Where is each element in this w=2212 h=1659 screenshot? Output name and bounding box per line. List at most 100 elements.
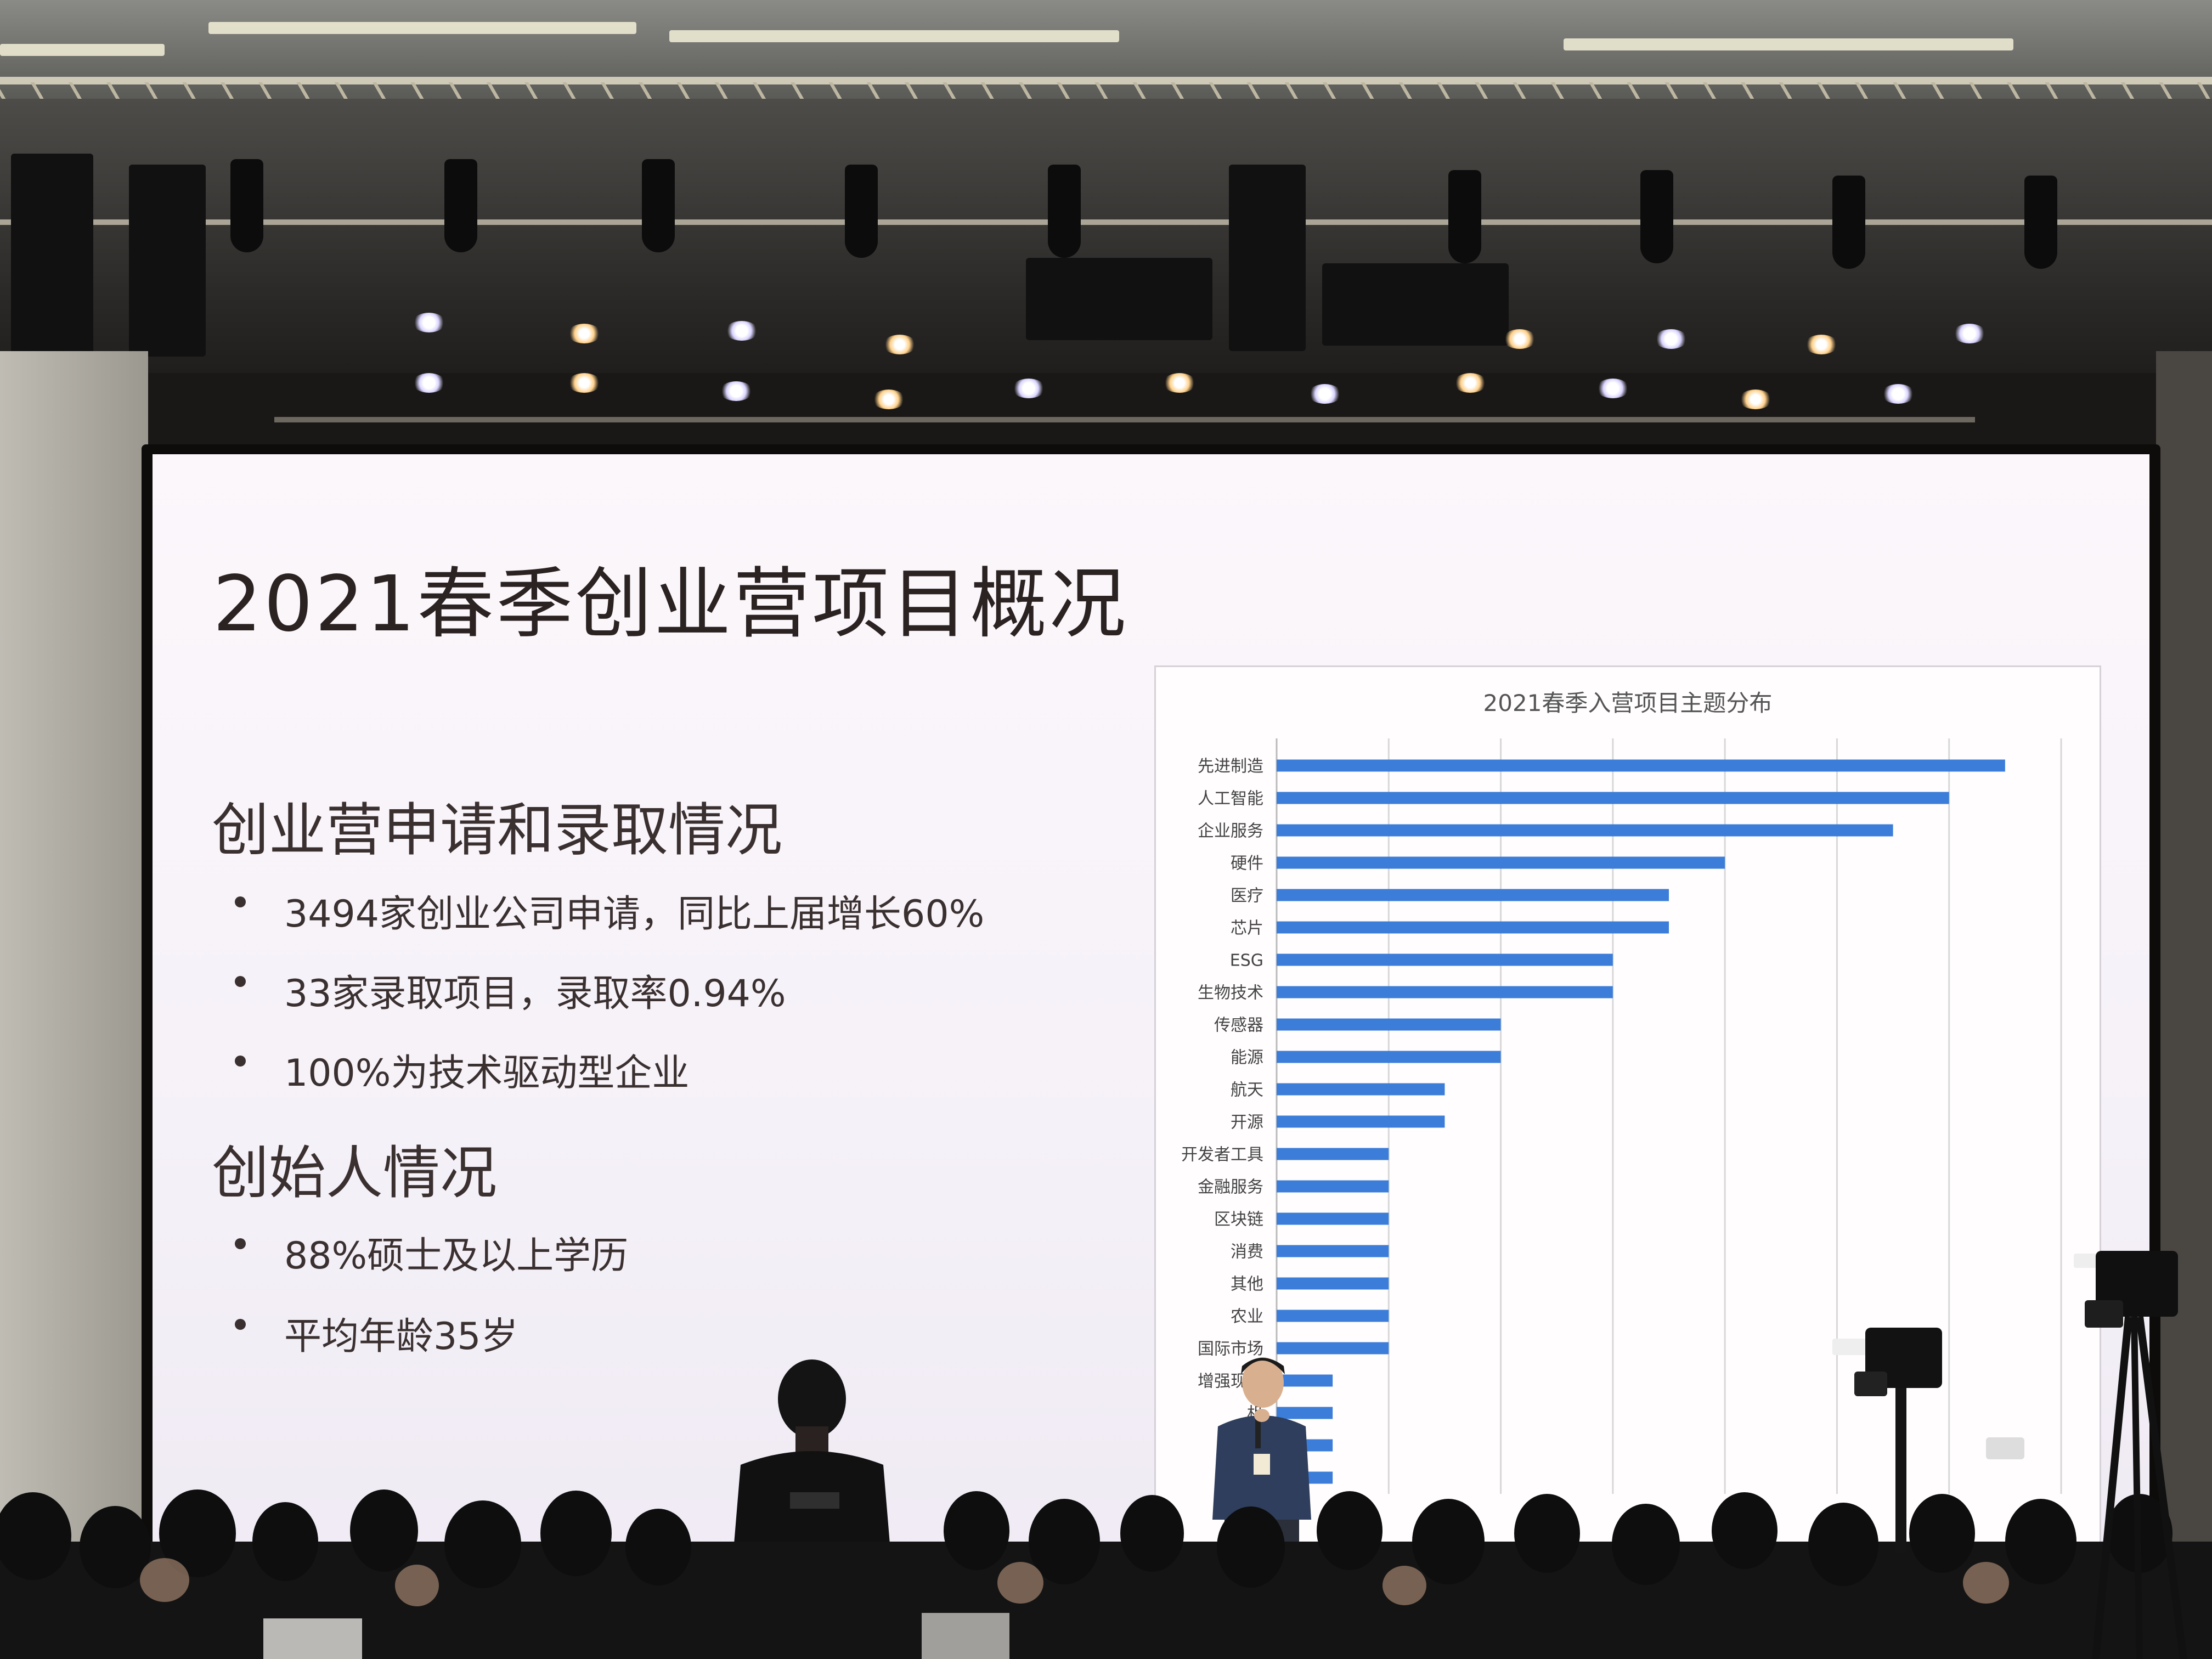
bar [1277, 759, 2005, 772]
bar [1277, 953, 1613, 966]
bar [1277, 1374, 1333, 1387]
spotlight-lamp [413, 313, 445, 332]
bar [1277, 986, 1613, 998]
category-label: 国际市场 [1198, 1340, 1263, 1359]
stage-light-fixture [845, 165, 878, 258]
stage-light-fixture [1832, 176, 1865, 269]
stage-light-fixture [642, 159, 675, 252]
bullet-text: 平均年龄35岁 [284, 1315, 518, 1358]
ceiling-light-strip [208, 22, 636, 34]
section-heading-application: 创业营申请和录取情况 [212, 797, 783, 864]
bullet-dot [235, 1238, 246, 1249]
category-label: 开源 [1231, 1113, 1263, 1132]
bullet-admissions: 33家录取项目，录取率0.94% [235, 963, 786, 1017]
bullet-text: 3494家创业公司申请，同比上届增长60% [284, 893, 985, 936]
spotlight-lamp [1882, 384, 1915, 404]
spotlight-lamp [1163, 373, 1196, 393]
category-label: ESG [1230, 951, 1263, 970]
chart-title: 2021春季入营项目主题分布 [1483, 690, 1773, 716]
spotlight-lamp [1953, 324, 1986, 343]
bar [1277, 856, 1725, 869]
bar [1277, 1148, 1389, 1160]
bar [1277, 1407, 1333, 1419]
spotlight-lamp [872, 390, 905, 409]
bar [1277, 889, 1669, 901]
bullet-education: 88%硕士及以上学历 [235, 1225, 628, 1279]
bullet-dot [235, 896, 246, 907]
category-label: 开发者工具 [1181, 1146, 1263, 1165]
category-label: 区块链 [1214, 1210, 1263, 1229]
slide-title: 2021春季创业营项目概况 [213, 560, 1128, 649]
spotlight-lamp [720, 381, 753, 401]
topic-distribution-chart: 2021春季入营项目主题分布先进制造人工智能企业服务硬件医疗芯片 ESG 生物技术传… [1154, 665, 2101, 1583]
ceiling-light-strip [1564, 38, 2013, 50]
category-label: 消费 [1231, 1243, 1263, 1262]
bar [1277, 921, 1669, 934]
bar [1277, 1342, 1389, 1355]
category-label: 传感器 [1214, 1016, 1263, 1035]
bar [1277, 1277, 1389, 1290]
category-label: 能源 [1231, 1048, 1263, 1068]
spotlight-lamp [568, 324, 601, 343]
stage-light-fixture [230, 159, 263, 252]
spotlight-lamp [568, 373, 601, 393]
category-label: 人工智能 [1198, 789, 1263, 809]
bullet-age: 平均年龄35岁 [235, 1306, 518, 1360]
ceiling-light-strip [669, 30, 1119, 42]
bar [1277, 1212, 1389, 1225]
category-label: 金融服务 [1198, 1178, 1263, 1197]
category-label: 硬件 [1231, 854, 1263, 873]
truss-bar [274, 417, 1975, 422]
bar [1277, 1245, 1389, 1257]
truss-bar [0, 219, 2212, 225]
loudspeaker [129, 165, 206, 357]
category-label: 生物技术 [1198, 984, 1263, 1003]
bar [1277, 1310, 1389, 1322]
stage-light-fixture [1448, 170, 1481, 263]
bar [1277, 824, 1893, 837]
bullet-dot [235, 1319, 246, 1330]
left-wall [0, 351, 148, 1659]
bullet-text: 33家录取项目，录取率0.94% [284, 972, 786, 1015]
loudspeaker [11, 154, 93, 362]
stage-light-fixture [1640, 170, 1673, 263]
stage-light-fixture [1048, 165, 1081, 258]
bar [1277, 1051, 1501, 1063]
stage-light-fixture [2024, 176, 2057, 269]
audience [0, 1489, 2212, 1659]
spotlight-lamp [1655, 329, 1688, 349]
loudspeaker [1229, 165, 1306, 351]
category-label: 航天 [1231, 1081, 1263, 1100]
ceiling-light-strip [0, 44, 165, 56]
presentation-slide: 2021春季创业营项目概况 创业营申请和录取情况 3494家创业公司申请，同比上… [153, 454, 2149, 1583]
section-heading-founders: 创始人情况 [212, 1139, 498, 1206]
bullet-text: 100%为技术驱动型企业 [284, 1052, 690, 1095]
spotlight-lamp [883, 335, 916, 354]
loudspeaker [1322, 263, 1509, 346]
category-label: 先进制造 [1198, 757, 1263, 776]
spotlight-lamp [1454, 373, 1487, 393]
category-label: 农业 [1231, 1307, 1263, 1327]
video-cameras [1832, 1251, 2187, 1659]
bar [1277, 1083, 1445, 1096]
category-label: 医疗 [1231, 887, 1263, 906]
spotlight-lamp [1805, 335, 1838, 354]
spotlight-lamp [1739, 390, 1772, 409]
loudspeaker [1026, 258, 1212, 340]
bullet-dot [235, 976, 246, 987]
category-label: 企业服务 [1198, 822, 1263, 841]
bullet-applications: 3494家创业公司申请，同比上届增长60% [235, 883, 985, 938]
right-wall [2156, 351, 2212, 1659]
category-label: 芯片 [1231, 919, 1263, 938]
spotlight-lamp [413, 373, 445, 393]
bullet-tech-driven: 100%为技术驱动型企业 [235, 1042, 690, 1097]
bar [1277, 1115, 1445, 1128]
spotlight-lamp [1596, 379, 1629, 398]
spotlight-lamp [1012, 379, 1045, 398]
bar [1277, 1018, 1501, 1031]
category-label: 其他 [1231, 1275, 1263, 1294]
spotlight-lamp [725, 321, 758, 341]
stage-light-fixture [444, 159, 477, 252]
